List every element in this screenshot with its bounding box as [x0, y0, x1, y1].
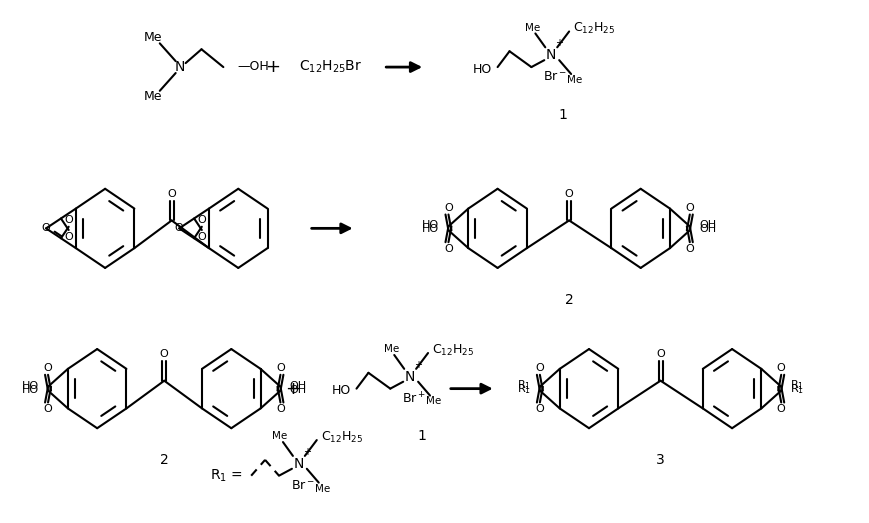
Text: O: O	[160, 349, 169, 359]
Text: O: O	[443, 244, 453, 254]
Text: HO: HO	[331, 384, 350, 397]
Text: N: N	[175, 60, 184, 74]
Text: O: O	[197, 215, 206, 225]
Text: Me: Me	[315, 484, 330, 494]
Text: O: O	[535, 363, 544, 373]
Text: Me: Me	[383, 344, 399, 354]
Text: R$_1$ =: R$_1$ =	[210, 468, 243, 484]
Text: O: O	[64, 232, 73, 242]
Text: HO: HO	[472, 63, 491, 75]
Text: C$_{12}$H$_{25}$: C$_{12}$H$_{25}$	[321, 429, 362, 445]
Text: Br$^-$: Br$^-$	[290, 479, 315, 492]
Text: O: O	[685, 202, 693, 212]
Text: O: O	[42, 223, 50, 233]
Text: OH: OH	[289, 384, 307, 395]
Text: O: O	[43, 404, 52, 414]
Text: O: O	[685, 244, 693, 254]
Text: C$_{12}$H$_{25}$Br: C$_{12}$H$_{25}$Br	[299, 59, 362, 75]
Text: HO: HO	[22, 381, 39, 391]
Text: Br$^+$: Br$^+$	[401, 391, 426, 406]
Text: R$_1$: R$_1$	[789, 382, 803, 395]
Text: O: O	[275, 363, 284, 373]
Text: O: O	[655, 349, 664, 359]
Text: 2: 2	[564, 292, 573, 306]
Text: 3: 3	[655, 453, 664, 467]
Text: HO: HO	[22, 384, 39, 395]
Text: Me: Me	[143, 31, 162, 44]
Text: O: O	[776, 404, 785, 414]
Text: +: +	[285, 380, 300, 397]
Text: N: N	[546, 48, 556, 62]
Text: O: O	[197, 232, 206, 242]
Text: Me: Me	[272, 431, 288, 441]
Text: OH: OH	[289, 381, 307, 391]
Text: O: O	[776, 363, 785, 373]
Text: O: O	[535, 404, 544, 414]
Text: O: O	[443, 202, 453, 212]
Text: HO: HO	[421, 220, 439, 231]
Text: O: O	[564, 189, 573, 199]
Text: +: +	[265, 58, 280, 76]
Text: HO: HO	[421, 224, 439, 234]
Text: 1: 1	[417, 429, 426, 443]
Text: +: +	[414, 360, 421, 370]
Text: —OH: —OH	[237, 60, 269, 73]
Text: 2: 2	[160, 453, 169, 467]
Text: O: O	[175, 223, 183, 233]
Text: O: O	[64, 215, 73, 225]
Text: N: N	[294, 457, 303, 471]
Text: N: N	[404, 370, 415, 384]
Text: O: O	[167, 189, 176, 199]
Text: Me: Me	[567, 75, 582, 85]
Text: Me: Me	[524, 22, 540, 32]
Text: OH: OH	[699, 220, 715, 231]
Text: Me: Me	[143, 90, 162, 103]
Text: Br$^-$: Br$^-$	[542, 71, 567, 84]
Text: R$_1$: R$_1$	[789, 378, 803, 392]
Text: +: +	[302, 447, 310, 457]
Text: Me: Me	[426, 396, 441, 406]
Text: O: O	[43, 363, 52, 373]
Text: C$_{12}$H$_{25}$: C$_{12}$H$_{25}$	[432, 343, 474, 358]
Text: +: +	[554, 38, 562, 48]
Text: 1: 1	[558, 108, 567, 121]
Text: R$_1$: R$_1$	[516, 378, 530, 392]
Text: O: O	[275, 404, 284, 414]
Text: R$_1$: R$_1$	[516, 382, 530, 395]
Text: OH: OH	[699, 224, 715, 234]
Text: C$_{12}$H$_{25}$: C$_{12}$H$_{25}$	[573, 21, 614, 36]
